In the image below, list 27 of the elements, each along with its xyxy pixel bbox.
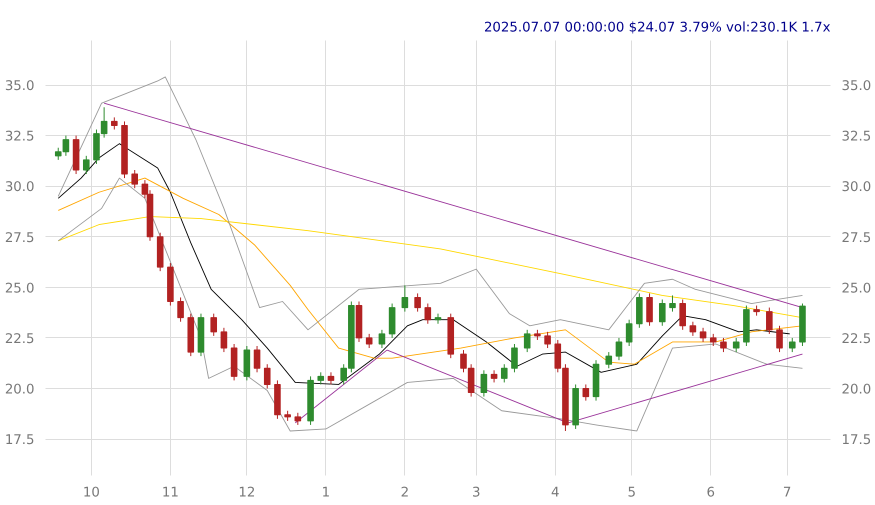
- y-tick-label: 30.0: [4, 180, 35, 196]
- x-tick-label: 4: [551, 486, 560, 500]
- y2-tick-label: 27.5: [842, 230, 872, 246]
- y2-tick-label: 20.0: [842, 382, 872, 398]
- x-tick-label: 10: [82, 486, 100, 500]
- y2-tick-label: 32.5: [842, 130, 872, 145]
- x-tick-label: 7: [782, 486, 792, 500]
- y2-tick-label: 30.0: [842, 180, 872, 196]
- y-tick-label: 32.5: [4, 130, 35, 145]
- y2-tick-label: 17.5: [842, 433, 872, 448]
- y-tick-label: 22.5: [4, 332, 35, 347]
- x-tick-label: 3: [472, 486, 480, 500]
- x-tick-label: 11: [162, 486, 179, 500]
- y2-tick-label: 22.5: [842, 332, 872, 347]
- chart-title: 2025.07.07 00:00:00 $24.07 3.79% vol:230.1K 1.7x: [484, 20, 831, 36]
- y-tick-label: 25.0: [4, 281, 35, 296]
- x-tick-label: 1: [322, 486, 330, 500]
- y-tick-label: 17.5: [4, 433, 35, 448]
- y-tick-label: 35.0: [4, 79, 35, 94]
- x-tick-label: 5: [627, 486, 636, 500]
- x-tick-label: 12: [238, 486, 256, 500]
- y2-tick-label: 35.0: [842, 79, 872, 94]
- x-tick-label: 2: [400, 486, 410, 500]
- y-tick-label: 27.5: [4, 230, 35, 246]
- y2-tick-label: 25.0: [842, 281, 872, 296]
- y-tick-label: 20.0: [4, 382, 35, 398]
- x-tick-label: 6: [706, 486, 715, 500]
